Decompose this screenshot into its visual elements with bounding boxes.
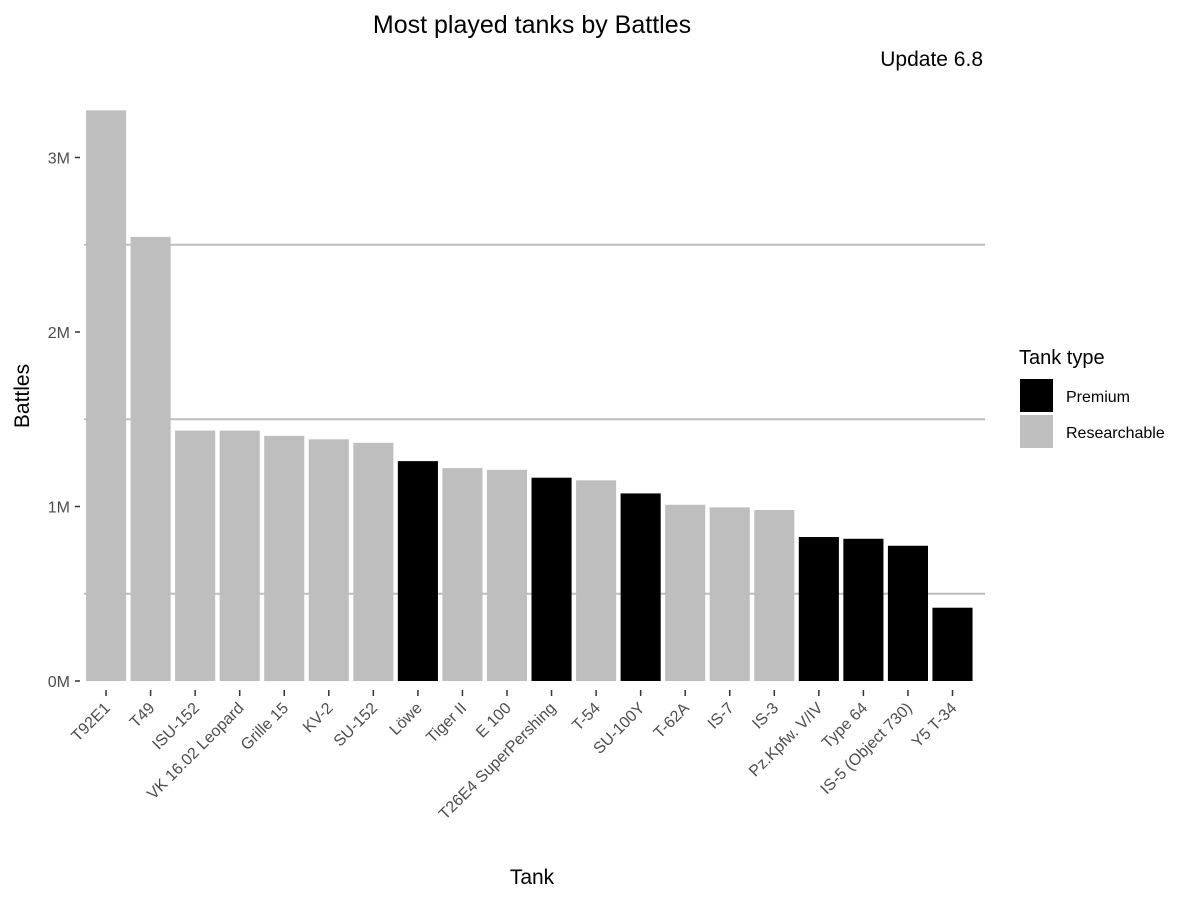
x-tick-label: IS-3 [749,700,782,733]
x-tick-label: E 100 [473,700,515,742]
x-tick-label: T49 [127,700,159,732]
legend-label-premium: Premium [1066,389,1130,406]
bar-kv-2 [308,439,349,681]
y-tick-label: 1M [48,500,70,517]
x-tick-label: Tiger II [423,700,470,747]
bar-l-we [397,461,438,681]
bar-t26e4-superpershing [531,477,572,681]
bar-t-54 [576,480,617,681]
bar-su-100y [620,493,661,681]
x-tick-label: Grille 15 [238,700,292,754]
bar-isu-152 [175,430,216,681]
x-tick-label: SU-152 [331,700,381,750]
bar-tiger-ii [442,468,483,681]
bar-is-3 [754,509,795,681]
y-tick-label: 0M [48,674,70,691]
bar-is-5-object-730- [887,545,928,681]
bar-vk-16-02-leopard [219,430,260,681]
bar-is-7 [709,507,750,681]
bar-t92e1 [86,110,127,681]
x-tick-label: T-54 [569,700,604,735]
x-tick-label: Löwe [387,700,426,739]
y-tick-label: 3M [48,151,70,168]
bar-type-64 [843,538,884,681]
x-tick-label: IS-7 [705,700,738,733]
legend-swatch-premium [1020,379,1053,412]
x-axis-title: Tank [510,866,555,889]
chart-title: Most played tanks by Battles [373,11,691,39]
x-tick-label: KV-2 [300,700,337,737]
legend: Tank type Premium Researchable [1019,347,1165,448]
legend-title: Tank type [1019,347,1105,369]
x-tick-label: T-62A [651,700,693,742]
bar-e-100 [486,469,528,681]
y-tick-label: 2M [48,325,70,342]
bar-pz-kpfw-v-iv [798,537,839,681]
legend-swatch-researchable [1020,415,1053,448]
y-axis-title: Battles [11,364,34,428]
x-tick-label: Y5 T-34 [909,700,961,752]
bar-t49 [130,236,171,681]
y-axis: 0M 1M 2M 3M [48,151,80,691]
bar-t-62a [665,504,706,681]
legend-label-researchable: Researchable [1066,425,1165,442]
bar-y5-t-34 [932,607,973,681]
bar-su-152 [353,442,394,681]
bars [86,110,973,681]
chart-subtitle: Update 6.8 [880,48,983,71]
bar-grille-15 [264,435,305,681]
x-tick-label: T92E1 [69,700,114,745]
